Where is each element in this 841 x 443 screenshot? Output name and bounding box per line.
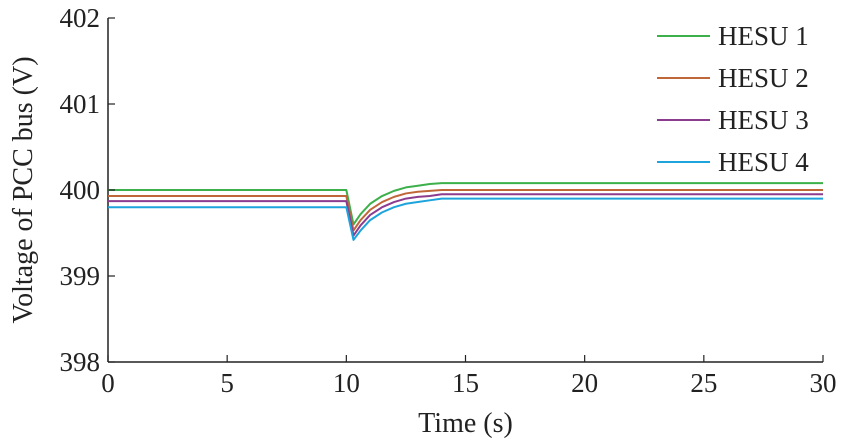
series-line-1 bbox=[108, 182, 823, 226]
series-line-3 bbox=[108, 193, 823, 237]
x-tick-label: 5 bbox=[220, 368, 234, 398]
x-axis-title: Time (s) bbox=[418, 408, 513, 439]
legend: HESU 1 HESU 2 HESU 3 HESU 4 bbox=[657, 21, 809, 177]
y-axis-title: Voltage of PCC bus (V) bbox=[8, 56, 39, 323]
y-tick-label: 398 bbox=[60, 347, 101, 377]
y-tick-label: 399 bbox=[60, 261, 101, 291]
x-tick-label: 25 bbox=[690, 368, 717, 398]
legend-label-2: HESU 2 bbox=[718, 63, 809, 93]
legend-label-3: HESU 3 bbox=[718, 105, 809, 135]
y-tick-label: 400 bbox=[60, 175, 101, 205]
x-tick-label: 15 bbox=[452, 368, 479, 398]
series-line-4 bbox=[108, 197, 823, 241]
x-tick-label: 0 bbox=[101, 368, 115, 398]
series-line-2 bbox=[108, 189, 823, 232]
x-tick-label: 10 bbox=[333, 368, 360, 398]
x-tick-label: 30 bbox=[810, 368, 837, 398]
legend-label-1: HESU 1 bbox=[718, 21, 809, 51]
legend-label-4: HESU 4 bbox=[718, 147, 809, 177]
y-tick-label: 401 bbox=[60, 89, 101, 119]
series-layer bbox=[108, 182, 823, 241]
ticks-layer: 0 5 10 15 20 25 30 398 399 400 401 402 bbox=[60, 3, 837, 398]
x-tick-label: 20 bbox=[571, 368, 598, 398]
y-tick-label: 402 bbox=[60, 3, 101, 33]
